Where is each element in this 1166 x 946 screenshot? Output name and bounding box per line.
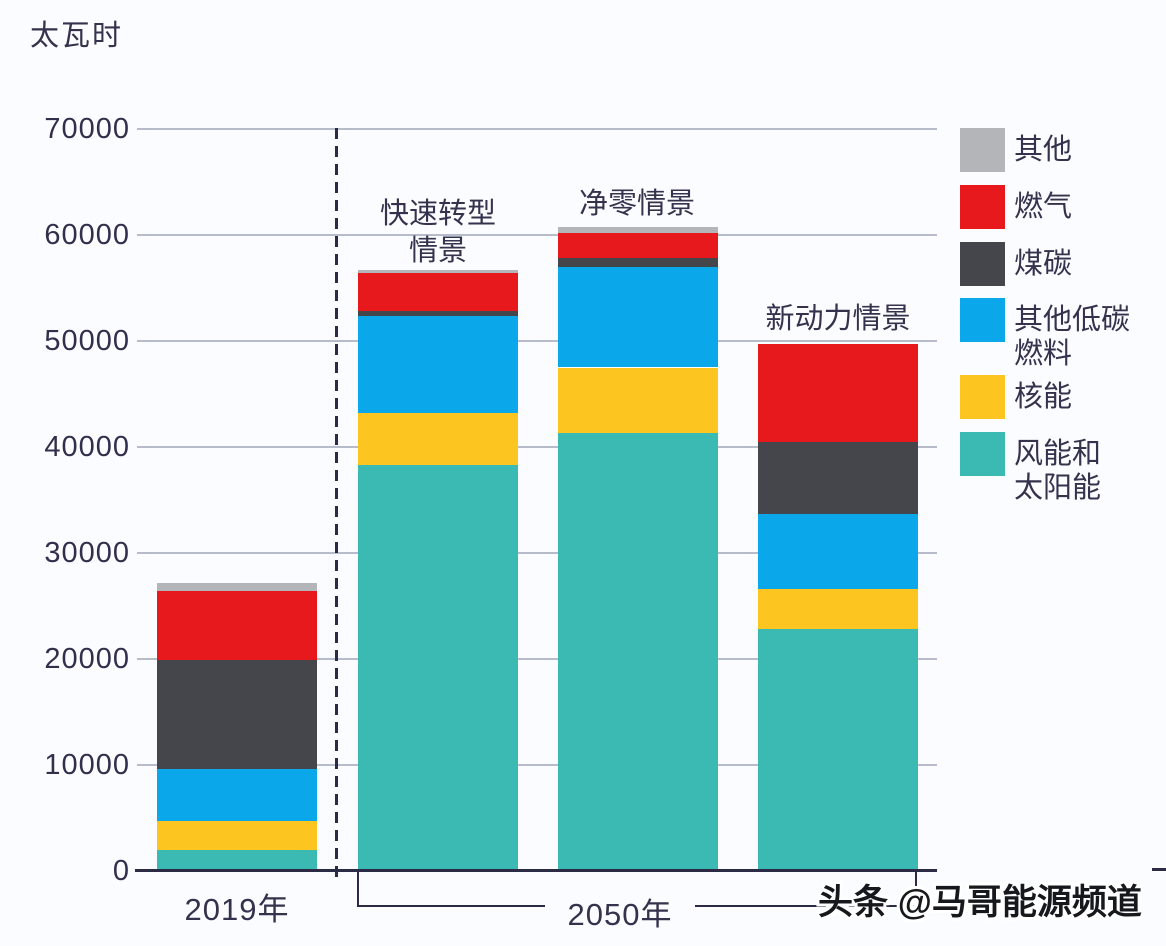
bar-4-segment-coal xyxy=(758,441,918,514)
bar-4-segment-low-carbon xyxy=(758,513,918,590)
legend-label-other: 其他 xyxy=(1014,134,1073,166)
bar-3-segment-gas xyxy=(558,232,718,259)
bar-1-segment-wind-solar xyxy=(157,849,317,871)
bracket-2050-right-segment xyxy=(674,905,917,907)
bar-1-segment-nuclear xyxy=(157,821,317,850)
bracket-2050-left-vertical xyxy=(357,872,359,907)
scenario-label-1: 快速转型 情景 xyxy=(379,198,496,267)
legend-label-gas: 燃气 xyxy=(1014,191,1073,223)
gridline-10000 xyxy=(137,764,937,766)
watermark: 头条 @马哥能源频道 xyxy=(818,883,1142,922)
gridline-20000 xyxy=(137,658,937,660)
bar-2-segment-low-carbon xyxy=(358,315,518,414)
bar-3-segment-coal xyxy=(558,258,718,267)
bracket-2050-right-vertical xyxy=(915,872,917,907)
bar-1-segment-coal xyxy=(157,660,317,770)
legend-label-coal: 煤碳 xyxy=(1014,248,1073,280)
legend-swatch-gas xyxy=(960,185,1005,229)
gridline-60000 xyxy=(137,234,937,236)
bar-3-segment-low-carbon xyxy=(558,266,718,368)
gridline-70000 xyxy=(137,128,937,130)
scenario-label-2: 净零情景 xyxy=(578,188,695,220)
bar-1-segment-other xyxy=(157,582,317,592)
legend-swatch-wind-solar xyxy=(960,432,1005,476)
bar-2-segment-nuclear xyxy=(358,413,518,466)
y-axis-tick-label-20000: 20000 xyxy=(44,643,130,675)
legend-label-wind-solar: 风能和 太阳能 xyxy=(1014,438,1102,504)
gridline-30000 xyxy=(137,552,937,554)
legend-label-nuclear: 核能 xyxy=(1014,381,1073,413)
legend-swatch-low-carbon xyxy=(960,298,1005,342)
gridline-50000 xyxy=(137,340,937,342)
y-axis-tick-label-50000: 50000 xyxy=(44,325,130,357)
x-axis-baseline xyxy=(135,869,937,872)
bar-4-segment-gas xyxy=(758,344,918,442)
bracket-2050-left-segment xyxy=(357,905,568,907)
legend-label-low-carbon: 其他低碳 燃料 xyxy=(1014,304,1131,370)
gridline-40000 xyxy=(137,446,937,448)
bar-3-segment-wind-solar xyxy=(558,433,718,871)
y-axis-tick-label-40000: 40000 xyxy=(44,431,130,463)
y-axis-tick-label-60000: 60000 xyxy=(44,219,130,251)
legend-swatch-other xyxy=(960,128,1005,172)
bar-4-segment-nuclear xyxy=(758,589,918,630)
bar-3-segment-other xyxy=(558,226,718,233)
y-axis-unit-label: 太瓦时 xyxy=(30,20,124,52)
x-label-2050: 2050年 xyxy=(545,889,695,934)
y-axis-tick-label-70000: 70000 xyxy=(44,113,130,145)
bar-4-segment-wind-solar xyxy=(758,629,918,871)
y-axis-tick-label-30000: 30000 xyxy=(44,537,130,569)
bar-2-segment-gas xyxy=(358,273,518,312)
x-label-2019: 2019年 xyxy=(157,884,317,929)
y-axis-tick-label-0: 0 xyxy=(112,855,130,887)
legend-swatch-coal xyxy=(960,242,1005,286)
bar-2-segment-other xyxy=(358,269,518,274)
bar-2-segment-coal xyxy=(358,311,518,316)
y-axis-tick-label-10000: 10000 xyxy=(44,749,130,781)
bar-3-segment-nuclear xyxy=(558,367,718,434)
year-divider-dashed-line xyxy=(335,128,338,878)
scenario-label-3: 新动力情景 xyxy=(765,303,911,335)
bar-2-segment-wind-solar xyxy=(358,465,518,871)
bar-1-segment-low-carbon xyxy=(157,769,317,822)
right-edge-tick xyxy=(1152,868,1166,871)
legend-swatch-nuclear xyxy=(960,375,1005,419)
bar-1-segment-gas xyxy=(157,591,317,661)
